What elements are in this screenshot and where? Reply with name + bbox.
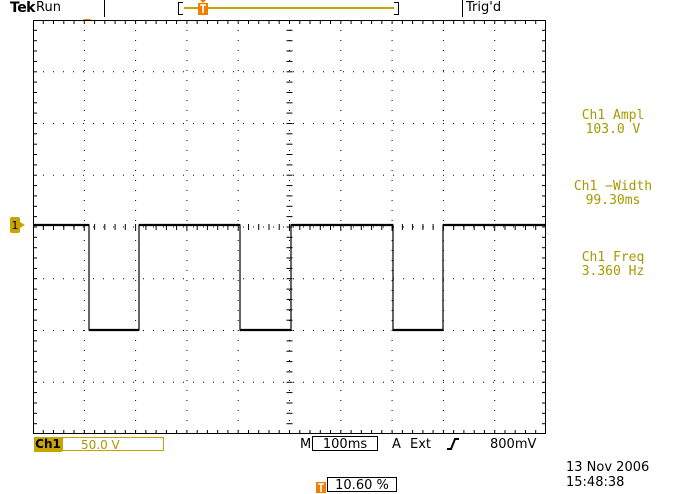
channel1-scale: 50.0 V xyxy=(62,437,164,452)
measurement-label: Ch1 Freq xyxy=(581,250,645,265)
record-view-bracket-right xyxy=(394,2,399,15)
channel1-marker-icon[interactable]: 1 xyxy=(10,217,33,233)
measurement-label: Ch1 Ampl xyxy=(581,108,645,123)
run-status: Run xyxy=(36,0,61,15)
record-view-bar xyxy=(184,7,394,9)
time-display: 15:48:38 xyxy=(566,475,625,490)
measurement-value: 103.0 V xyxy=(585,122,641,137)
trigger-mode: A xyxy=(392,437,401,452)
channel1-label[interactable]: Ch1 xyxy=(34,437,62,452)
trigger-position-value: 10.60 % xyxy=(327,477,397,493)
timebase-value: 100ms xyxy=(312,436,378,452)
record-trigger-marker-icon xyxy=(198,0,208,15)
record-view-bracket-left xyxy=(178,2,183,15)
trace-thick-highs xyxy=(33,223,546,332)
waveform-display[interactable] xyxy=(33,20,546,434)
date-display: 13 Nov 2006 xyxy=(566,460,650,475)
brand-logo: Tek xyxy=(10,0,36,16)
trigger-source: Ext xyxy=(410,437,432,452)
trigger-status: Trig'd xyxy=(466,0,502,15)
measurement-label: Ch1 −Width xyxy=(573,179,653,194)
divider xyxy=(462,0,463,17)
trigger-level: 800mV xyxy=(490,437,537,452)
measurement-value: 3.360 Hz xyxy=(581,264,645,279)
trigger-position-icon xyxy=(316,482,326,493)
divider xyxy=(104,0,105,17)
rising-edge-icon xyxy=(447,438,459,450)
measurement-negative-width: Ch1 −Width 99.30ms xyxy=(552,180,674,208)
svg-text:1: 1 xyxy=(12,219,19,232)
measurement-value: 99.30ms xyxy=(585,193,641,208)
measurement-frequency: Ch1 Freq 3.360 Hz xyxy=(552,251,674,279)
measurement-amplitude: Ch1 Ampl 103.0 V xyxy=(552,109,674,137)
graticule-edge-ticks xyxy=(33,20,546,434)
timebase-label: M xyxy=(300,437,312,452)
